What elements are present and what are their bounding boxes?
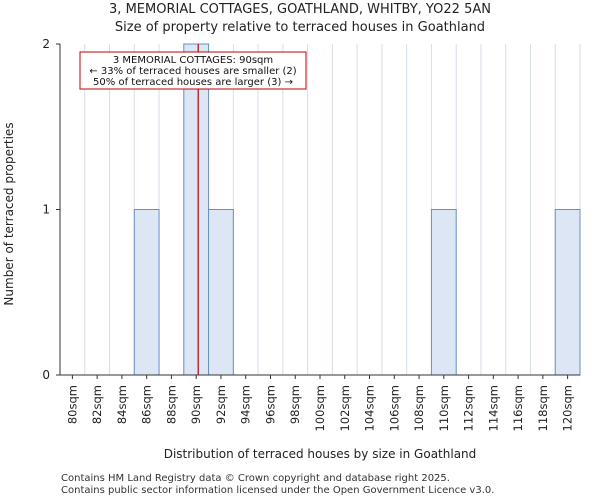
y-tick-label: 0: [42, 368, 50, 382]
x-tick-label: 90sqm: [189, 385, 203, 424]
x-tick-label: 82sqm: [90, 385, 104, 424]
histogram-bar: [430, 209, 457, 376]
x-tick-label: 92sqm: [214, 385, 228, 424]
annotation-line-3: 50% of terraced houses are larger (3) →: [93, 77, 293, 88]
annotation-layer: 3 MEMORIAL COTTAGES: 90sqm← 33% of terra…: [79, 44, 307, 375]
x-tick-label: 80sqm: [65, 385, 79, 424]
histogram-bar: [183, 43, 210, 376]
annotation-line-2: ← 33% of terraced houses are smaller (2): [89, 66, 296, 77]
x-tick-label: 118sqm: [536, 385, 550, 431]
x-tick-label: 114sqm: [486, 385, 500, 431]
x-tick-label: 84sqm: [115, 385, 129, 424]
histogram-bar: [554, 209, 581, 376]
x-tick-label: 104sqm: [363, 385, 377, 431]
x-tick-label: 98sqm: [288, 385, 302, 424]
y-axis-label: Number of terraced properties: [2, 122, 16, 305]
annotation-box: [79, 51, 307, 90]
y-tick-label: 1: [42, 203, 50, 217]
histogram-bar: [208, 209, 234, 376]
footer-line-2: Contains public sector information licen…: [61, 485, 495, 496]
x-tick-label: 106sqm: [387, 385, 401, 431]
x-tick-label: 102sqm: [338, 385, 352, 431]
x-tick-label: 116sqm: [511, 385, 525, 431]
x-tick-label: 88sqm: [164, 385, 178, 424]
chart-title: 3, MEMORIAL COTTAGES, GOATHLAND, WHITBY,…: [109, 2, 491, 17]
x-tick-label: 108sqm: [412, 385, 426, 431]
x-tick-label: 110sqm: [437, 385, 451, 431]
footer-line-1: Contains HM Land Registry data © Crown c…: [61, 473, 450, 484]
axis-layer: 0 1 2 80sqm 82sqm 84sqm 86sqm 88sqm 90sqm 92sqm 94…: [42, 37, 580, 431]
x-tick-label: 94sqm: [239, 385, 253, 424]
x-tick-label: 96sqm: [263, 385, 277, 424]
x-tick-label: 112sqm: [462, 385, 476, 431]
histogram-bar: [133, 209, 160, 376]
bar-layer: [133, 43, 581, 376]
chart-subtitle: Size of property relative to terraced ho…: [114, 20, 486, 35]
x-axis-label: Distribution of terraced houses by size …: [164, 447, 477, 461]
y-tick-label: 2: [42, 37, 50, 51]
annotation-line-1: 3 MEMORIAL COTTAGES: 90sqm: [113, 55, 273, 66]
x-tick-label: 100sqm: [313, 385, 327, 431]
x-tick-label: 86sqm: [140, 385, 154, 424]
x-tick-label: 120sqm: [561, 385, 575, 431]
